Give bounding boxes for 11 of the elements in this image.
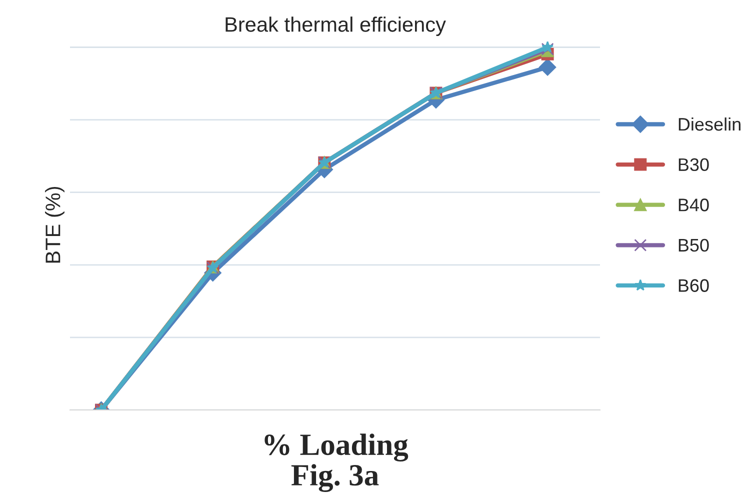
point [542, 41, 554, 52]
point [539, 58, 556, 76]
legend-label: B40 [678, 198, 709, 212]
chart-title: Break thermal efficiency [226, 16, 446, 36]
x-axis-title: % Loading [264, 434, 408, 462]
legend-label: Dieselin [678, 117, 740, 131]
legend-label: B50 [678, 238, 709, 252]
caption: Fig. 3a [291, 464, 379, 492]
y-axis-title: BTE (%) [45, 186, 64, 263]
legend-label: B60 [678, 279, 709, 292]
legend-label: B30 [678, 158, 709, 172]
